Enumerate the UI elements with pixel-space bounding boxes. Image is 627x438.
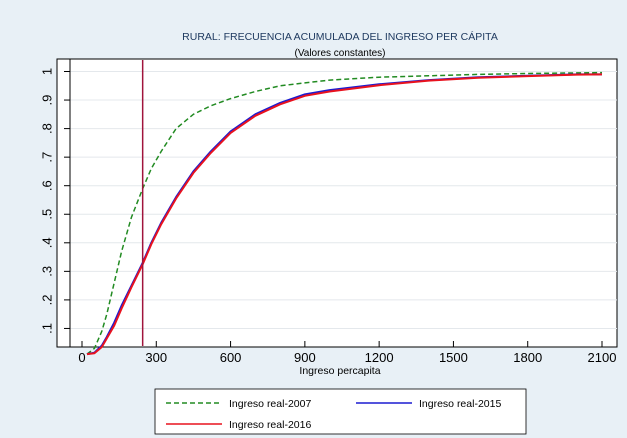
x-axis-label: Ingreso percapita — [299, 365, 380, 377]
y-tick-label: .8 — [39, 123, 54, 134]
plot-area — [56, 58, 618, 348]
x-tick-label: 1500 — [439, 350, 468, 365]
y-tick-label: 1 — [39, 68, 54, 75]
y-tick-label: .1 — [39, 323, 54, 334]
legend-label-2007: Ingreso real-2007 — [229, 398, 311, 410]
series-lines — [86, 71, 603, 356]
y-tick-label: .7 — [39, 152, 54, 163]
legend: Ingreso real-2007 Ingreso real-2015 Ingr… — [154, 388, 527, 435]
y-axis: .1 .2 .3 .4 .5 .6 .7 .8 .9 1 — [39, 59, 71, 347]
x-tick-label: 900 — [294, 350, 316, 365]
x-tick-label: 0 — [78, 350, 85, 365]
x-tick-label: 1800 — [513, 350, 542, 365]
series-line-3 — [86, 73, 603, 356]
x-tick-label: 2100 — [588, 350, 617, 365]
y-tick-label: .9 — [39, 95, 54, 106]
y-tick-label: .3 — [39, 266, 54, 277]
x-tick-label: 1200 — [365, 350, 394, 365]
series-line-1 — [86, 71, 603, 355]
chart-title: RURAL: FRECUENCIA ACUMULADA DEL INGRESO … — [182, 30, 498, 43]
grid-lines — [70, 71, 617, 329]
legend-box — [154, 388, 527, 435]
x-tick-label: 600 — [220, 350, 242, 365]
chart-subtitle: (Valores constantes) — [295, 48, 386, 59]
y-tick-label: .4 — [39, 237, 54, 248]
y-tick-label: .6 — [39, 180, 54, 191]
y-tick-label: .2 — [39, 294, 54, 305]
x-tick-label: 300 — [145, 350, 167, 365]
legend-label-2016: Ingreso real-2016 — [229, 419, 311, 431]
x-axis: 0 300 600 900 1200 1500 1800 2100 — [57, 341, 617, 365]
legend-label-2015: Ingreso real-2015 — [419, 398, 501, 410]
y-tick-label: .5 — [39, 209, 54, 220]
